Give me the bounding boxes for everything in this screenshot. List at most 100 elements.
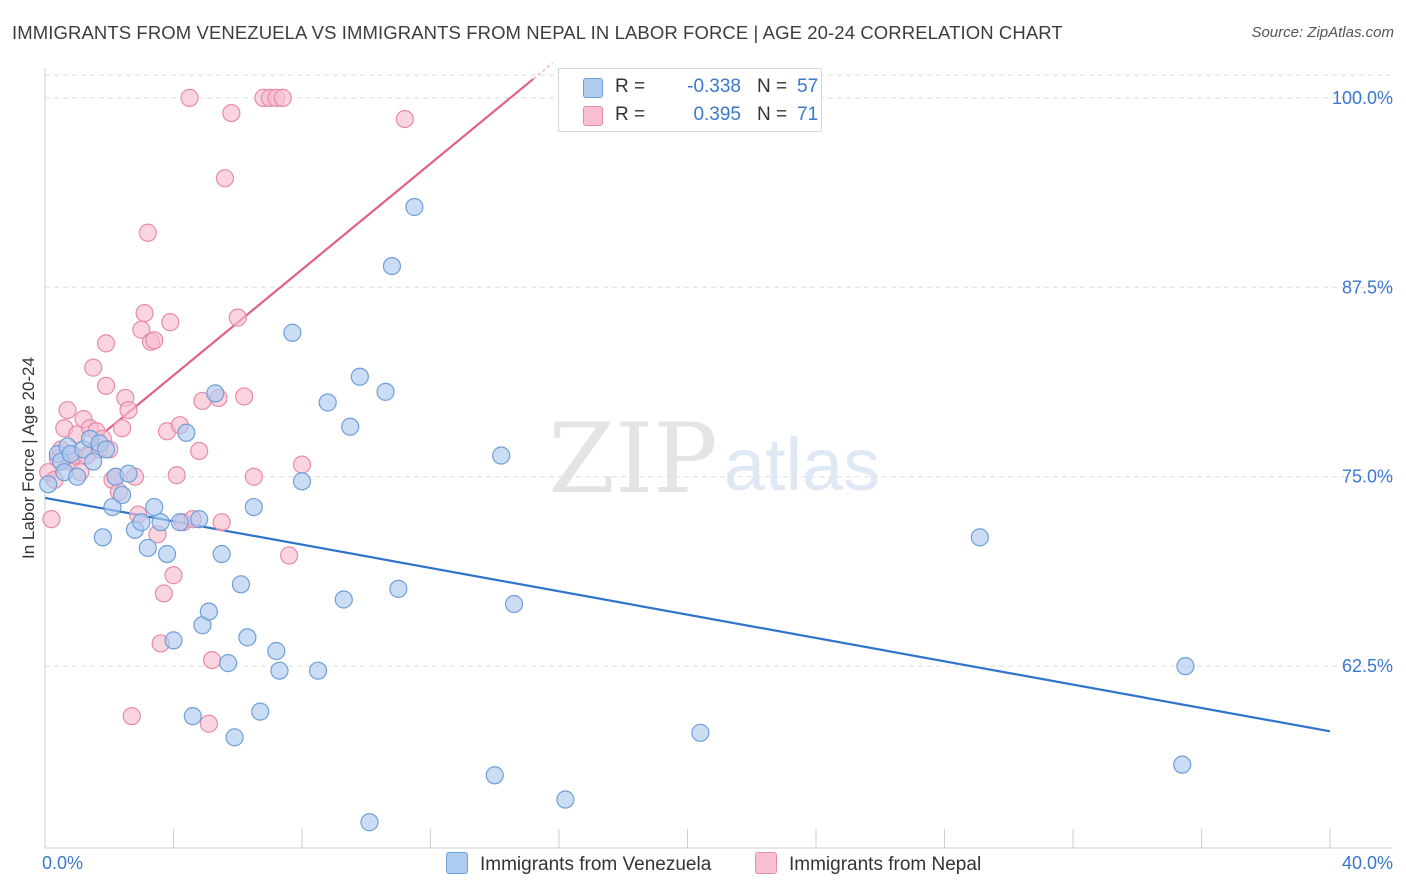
venezuela-swatch (583, 78, 603, 98)
venezuela-point (691, 723, 710, 742)
nepal-point (199, 714, 218, 733)
tick-labels: 62.5% 75.0% 87.5% 100.0% 0.0% 40.0% (42, 88, 1393, 873)
venezuela-point (190, 510, 209, 529)
venezuela-point (485, 766, 504, 785)
nepal-point (96, 376, 116, 395)
venezuela-point (556, 790, 575, 809)
r-label: R = (615, 104, 646, 125)
nepal-point (215, 169, 234, 188)
nepal-point (164, 566, 183, 585)
nepal-point (202, 650, 222, 670)
nepal-point (135, 303, 154, 323)
venezuela-point (389, 579, 408, 598)
venezuela-point (251, 702, 270, 721)
chart-title: IMMIGRANTS FROM VENEZUELA VS IMMIGRANTS … (12, 22, 1063, 43)
venezuela-point (151, 513, 170, 532)
nepal-point (167, 466, 186, 485)
venezuela-point (206, 384, 225, 403)
venezuela-point (96, 440, 116, 459)
venezuela-point (292, 472, 312, 491)
nepal-trend-extension (532, 62, 554, 80)
venezuela-point (382, 256, 402, 276)
nepal-point (84, 358, 103, 377)
nepal-point (190, 441, 209, 461)
n-label: N = (757, 76, 788, 97)
nepal-point (235, 387, 254, 406)
venezuela-point (270, 661, 289, 680)
venezuela-point (341, 417, 360, 436)
bottom-legend-venezuela: Immigrants from Venezuela (446, 852, 711, 876)
nepal-legend-swatch (755, 852, 777, 874)
venezuela-trend-line (44, 496, 1331, 733)
nepal-point (112, 419, 132, 438)
venezuela-point (244, 497, 263, 517)
venezuela-point (350, 367, 369, 386)
venezuela-point (225, 728, 244, 747)
nepal-point (273, 88, 292, 107)
venezuela-point (103, 497, 122, 517)
venezuela-point (119, 464, 138, 483)
venezuela-point (308, 661, 328, 680)
watermark-atlas: atlas (724, 423, 880, 506)
n-label: N = (757, 104, 788, 125)
venezuela-point (112, 485, 132, 505)
venezuela-point (157, 544, 177, 564)
r-value-nepal: 0.395 (693, 104, 741, 125)
venezuela-point (1173, 755, 1192, 774)
nepal-point (292, 455, 312, 474)
venezuela-point (231, 575, 251, 594)
venezuela-point (39, 475, 58, 494)
venezuela-point (1176, 657, 1195, 676)
y-tick-label: 75.0% (1342, 467, 1393, 487)
venezuela-point (283, 323, 302, 342)
venezuela-point (84, 452, 103, 471)
r-label: R = (615, 76, 646, 97)
n-value-nepal: 71 (797, 104, 819, 125)
nepal-legend-label: Immigrants from Nepal (789, 854, 982, 875)
venezuela-point (267, 641, 286, 661)
y-axis-label: In Labor Force | Age 20-24 (19, 357, 38, 559)
venezuela-point (93, 528, 112, 547)
venezuela-point (132, 513, 151, 532)
venezuela-point (68, 467, 87, 486)
nepal-point (395, 109, 414, 129)
venezuela-point (219, 654, 238, 673)
venezuela-point (334, 590, 353, 609)
nepal-point (222, 103, 241, 123)
nepal-point (42, 510, 61, 529)
r-value-venezuela: -0.338 (687, 76, 741, 97)
venezuela-point (238, 628, 257, 647)
venezuela-point (360, 813, 379, 832)
venezuela-point (145, 497, 164, 517)
venezuela-point (504, 594, 524, 614)
nepal-swatch (583, 106, 603, 126)
venezuela-point (376, 382, 395, 401)
nepal-point (122, 707, 141, 726)
nepal-point (58, 400, 77, 420)
correlation-legend: R = -0.338 N = 57 R = 0.395 N = 71 (558, 68, 822, 132)
venezuela-point (170, 513, 190, 532)
axes (44, 68, 1393, 849)
venezuela-point (183, 707, 202, 726)
source-label: Source: ZipAtlas.com (1251, 24, 1394, 41)
nepal-point (154, 584, 173, 603)
venezuela-point (199, 602, 218, 621)
venezuela-legend-swatch (446, 852, 468, 874)
nepal-point (280, 546, 299, 565)
bottom-legend-nepal: Immigrants from Nepal (755, 852, 981, 876)
data-points (39, 88, 1195, 832)
nepal-point (228, 308, 247, 327)
nepal-point (138, 223, 157, 242)
venezuela-point (405, 197, 424, 217)
watermark: ZIP atlas (548, 403, 880, 515)
venezuela-point (164, 631, 183, 650)
nepal-point (119, 400, 138, 420)
x-tick-label: 40.0% (1342, 853, 1393, 873)
venezuela-point (318, 393, 337, 412)
nepal-point (212, 513, 231, 532)
n-value-venezuela: 57 (797, 76, 819, 97)
grid (45, 74, 1393, 667)
nepal-point (145, 331, 164, 350)
venezuela-point (177, 423, 196, 442)
